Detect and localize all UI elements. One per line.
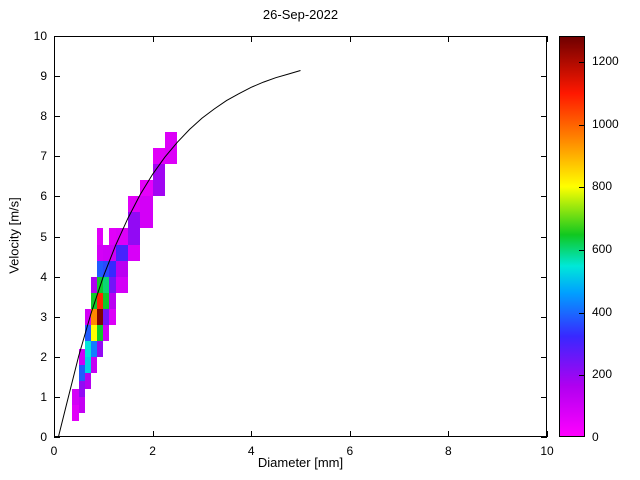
y-tick-label: 10 (33, 29, 47, 43)
x-tick-label: 6 (346, 444, 354, 458)
colorbar-tick-label: 600 (592, 242, 613, 257)
colorbar-tick (579, 436, 584, 437)
y-tick-mirror (541, 317, 547, 318)
x-tick-label: 8 (445, 444, 452, 458)
y-tick-mirror (541, 437, 547, 438)
y-tick (54, 36, 60, 37)
heatmap-cell (115, 276, 128, 293)
heatmap-cell (140, 180, 153, 197)
y-tick-label: 5 (40, 229, 47, 244)
y-tick-mirror (541, 357, 547, 358)
colorbar-tick (579, 375, 584, 377)
colorbar-tick-label: 400 (592, 304, 613, 319)
heatmap-cell (152, 164, 165, 197)
colorbar-tick (579, 312, 584, 314)
x-tick-label: 10 (540, 444, 554, 458)
y-tick-mirror (541, 156, 547, 157)
x-tick-mirror (350, 36, 351, 42)
x-tick-mirror (251, 36, 252, 42)
x-tick-mirror (547, 36, 548, 42)
colorbar-tick-label: 1200 (592, 54, 619, 69)
colorbar-tick-label: 1000 (592, 116, 619, 131)
y-tick-mirror (541, 76, 547, 77)
heatmap-cell (90, 356, 98, 373)
heatmap-cell (97, 340, 104, 357)
colorbar-tick (579, 187, 584, 189)
y-tick (54, 156, 60, 157)
colorbar-tick (579, 250, 584, 252)
x-tick (153, 431, 154, 437)
heatmap-cell (109, 292, 116, 309)
y-tick-mirror (541, 237, 547, 238)
colorbar (559, 36, 585, 437)
heatmap-cell (109, 308, 116, 325)
heatmap-cell (140, 196, 153, 229)
heatmap-cell (78, 396, 85, 413)
heatmap-cell (127, 196, 141, 213)
colorbar-tick-label: 200 (592, 367, 613, 382)
colorbar-tick (579, 124, 584, 126)
heatmap-cell (127, 244, 141, 261)
y-tick-mirror (541, 116, 547, 117)
y-tick-label: 0 (40, 430, 47, 444)
x-tick-mirror (153, 36, 154, 42)
colorbar-tick-label: 800 (592, 179, 613, 194)
y-tick-mirror (541, 36, 547, 37)
heatmap-cell (97, 228, 104, 245)
x-tick-label: 4 (247, 444, 255, 458)
heatmap-cell (152, 148, 165, 165)
heatmap-cell (115, 244, 128, 261)
chart-title: 26-Sep-2022 (262, 7, 339, 22)
y-tick-label: 2 (40, 349, 47, 364)
plot-area (54, 36, 548, 438)
colorbar-tick-label: 0 (592, 430, 599, 444)
heatmap-cell (103, 324, 110, 341)
y-tick (54, 196, 60, 197)
x-tick-label: 0 (50, 444, 58, 458)
x-tick (350, 431, 351, 437)
y-tick-mirror (541, 277, 547, 278)
y-tick (54, 317, 60, 318)
y-tick (54, 116, 60, 117)
y-tick-label: 1 (40, 389, 47, 404)
x-tick-mirror (448, 36, 449, 42)
y-tick-mirror (541, 196, 547, 197)
y-tick-mirror (541, 397, 547, 398)
x-tick-label: 2 (149, 444, 156, 458)
y-tick (54, 237, 60, 238)
x-axis-label: Diameter [mm] (257, 455, 344, 470)
y-tick (54, 76, 60, 77)
x-tick (448, 431, 449, 437)
heatmap-cell (84, 372, 91, 389)
y-tick-label: 4 (40, 269, 47, 284)
heatmap-cell (115, 228, 128, 245)
x-tick (547, 431, 548, 437)
y-tick-label: 8 (40, 109, 47, 124)
x-tick (251, 431, 252, 437)
heatmap-cell (127, 212, 141, 245)
y-tick (54, 437, 60, 438)
y-tick (54, 357, 60, 358)
y-tick-label: 7 (40, 149, 47, 164)
y-tick (54, 397, 60, 398)
y-tick (54, 277, 60, 278)
colorbar-tick (579, 62, 584, 64)
y-tick-label: 9 (40, 69, 47, 84)
heatmap-cell (115, 260, 128, 277)
y-tick-label: 6 (40, 189, 47, 204)
terminal-velocity-curve (57, 70, 301, 437)
y-tick-label: 3 (40, 309, 47, 324)
heatmap-cell (164, 132, 178, 165)
